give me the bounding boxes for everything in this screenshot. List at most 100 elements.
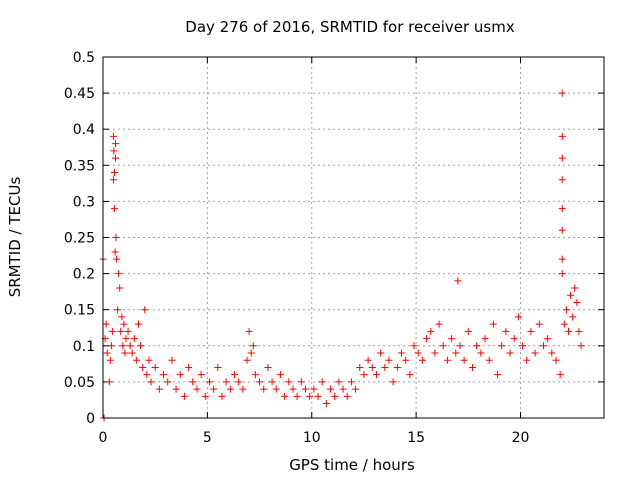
data-point — [360, 371, 368, 379]
data-point — [558, 89, 566, 97]
data-point — [510, 335, 518, 343]
data-point — [145, 356, 153, 364]
data-point — [452, 349, 460, 357]
data-point — [531, 349, 539, 357]
data-point — [393, 363, 401, 371]
data-point — [109, 176, 117, 184]
data-point — [454, 277, 462, 285]
x-axis-label: GPS time / hours — [289, 456, 415, 474]
data-point — [427, 327, 435, 335]
data-point — [112, 140, 120, 148]
data-point — [571, 284, 579, 292]
data-point — [558, 154, 566, 162]
y-tick-label: 0.05 — [64, 375, 95, 391]
data-point — [102, 320, 110, 328]
data-point — [218, 392, 226, 400]
data-point — [527, 327, 535, 335]
grid — [103, 57, 604, 418]
data-point — [122, 335, 130, 343]
data-point — [431, 349, 439, 357]
data-point — [435, 320, 443, 328]
data-point — [130, 335, 138, 343]
data-point — [108, 327, 116, 335]
data-point — [151, 363, 159, 371]
data-point — [168, 356, 176, 364]
data-point — [137, 342, 145, 350]
data-point — [112, 154, 120, 162]
data-point — [539, 342, 547, 350]
data-point — [506, 349, 514, 357]
data-point — [558, 176, 566, 184]
data-point — [423, 335, 431, 343]
data-point — [565, 327, 573, 335]
x-tick-label: 20 — [512, 430, 530, 446]
data-point — [147, 378, 155, 386]
data-point — [110, 147, 118, 155]
data-point — [364, 356, 372, 364]
data-point — [126, 342, 134, 350]
data-point — [322, 400, 330, 408]
data-point — [272, 385, 280, 393]
data-point — [201, 392, 209, 400]
data-point — [481, 335, 489, 343]
data-point — [558, 205, 566, 213]
data-point — [356, 363, 364, 371]
data-point — [523, 356, 531, 364]
y-tick-label: 0.35 — [64, 158, 95, 174]
x-tick-label: 10 — [303, 430, 321, 446]
x-tick-label: 0 — [99, 430, 108, 446]
data-point — [468, 363, 476, 371]
data-point — [103, 349, 111, 357]
data-point — [141, 306, 149, 314]
plot-frame — [102, 56, 605, 419]
y-tick-label: 0.45 — [64, 86, 95, 102]
data-point — [573, 298, 581, 306]
data-point — [314, 392, 322, 400]
data-point — [410, 342, 418, 350]
data-point — [558, 226, 566, 234]
data-point — [235, 378, 243, 386]
data-point — [548, 349, 556, 357]
data-point — [477, 349, 485, 357]
data-point — [119, 342, 127, 350]
data-point — [139, 363, 147, 371]
data-point — [260, 385, 268, 393]
data-point — [293, 392, 301, 400]
data-point — [569, 313, 577, 321]
data-point — [456, 342, 464, 350]
data-point — [310, 385, 318, 393]
data-point — [558, 255, 566, 263]
data-point — [117, 327, 125, 335]
data-point — [114, 306, 122, 314]
data-point — [189, 378, 197, 386]
data-point — [372, 371, 380, 379]
data-point — [285, 378, 293, 386]
data-point — [110, 169, 118, 177]
data-point — [485, 356, 493, 364]
data-point — [318, 378, 326, 386]
data-point — [222, 378, 230, 386]
data-point — [210, 385, 218, 393]
data-point — [448, 335, 456, 343]
data-point — [560, 320, 568, 328]
data-point — [132, 356, 140, 364]
data-point — [239, 385, 247, 393]
data-point — [106, 356, 114, 364]
data-point — [180, 392, 188, 400]
data-point — [112, 234, 120, 241]
x-tick-label: 15 — [407, 430, 425, 446]
data-point — [489, 320, 497, 328]
data-point — [164, 378, 172, 386]
data-point — [502, 327, 510, 335]
data-point — [256, 378, 264, 386]
data-point — [519, 342, 527, 350]
data-point — [514, 313, 522, 321]
data-point — [231, 371, 239, 379]
data-point — [160, 371, 168, 379]
data-point — [439, 342, 447, 350]
data-point — [107, 342, 115, 350]
data-point — [443, 356, 451, 364]
data-point — [460, 356, 468, 364]
data-point — [197, 371, 205, 379]
